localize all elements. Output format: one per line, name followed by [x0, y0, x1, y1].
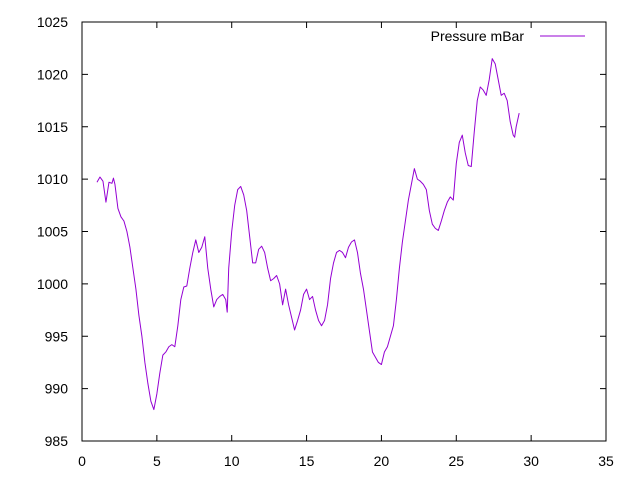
y-tick-label: 990	[45, 381, 69, 397]
x-tick-label: 20	[374, 453, 390, 469]
legend-label: Pressure mBar	[431, 28, 525, 44]
legend: Pressure mBar	[431, 28, 585, 44]
y-tick-label: 985	[45, 433, 69, 449]
x-tick-label: 35	[598, 453, 614, 469]
x-tick-label: 30	[523, 453, 539, 469]
y-tick-label: 1015	[37, 119, 68, 135]
y-axis-ticks	[82, 73, 606, 390]
x-axis-ticks	[156, 22, 532, 441]
x-tick-label: 5	[153, 453, 161, 469]
series-line	[96, 58, 520, 411]
y-tick-label: 1025	[37, 14, 68, 30]
x-tick-label: 25	[448, 453, 464, 469]
y-tick-label: 1010	[37, 171, 68, 187]
y-tick-label: 1000	[37, 276, 68, 292]
x-tick-label: 0	[78, 453, 86, 469]
x-tick-label: 10	[224, 453, 240, 469]
y-tick-label: 995	[45, 328, 69, 344]
y-tick-label: 1005	[37, 224, 68, 240]
x-tick-label: 15	[299, 453, 315, 469]
y-axis-tick-labels: 985 990 995 1000 1005 1010 1015 1020 1025	[37, 14, 68, 449]
y-tick-label: 1020	[37, 66, 68, 82]
x-axis-tick-labels: 0 5 10 15 20 25 30 35	[78, 453, 614, 469]
series-group	[96, 58, 520, 411]
plot-frame	[81, 21, 607, 442]
